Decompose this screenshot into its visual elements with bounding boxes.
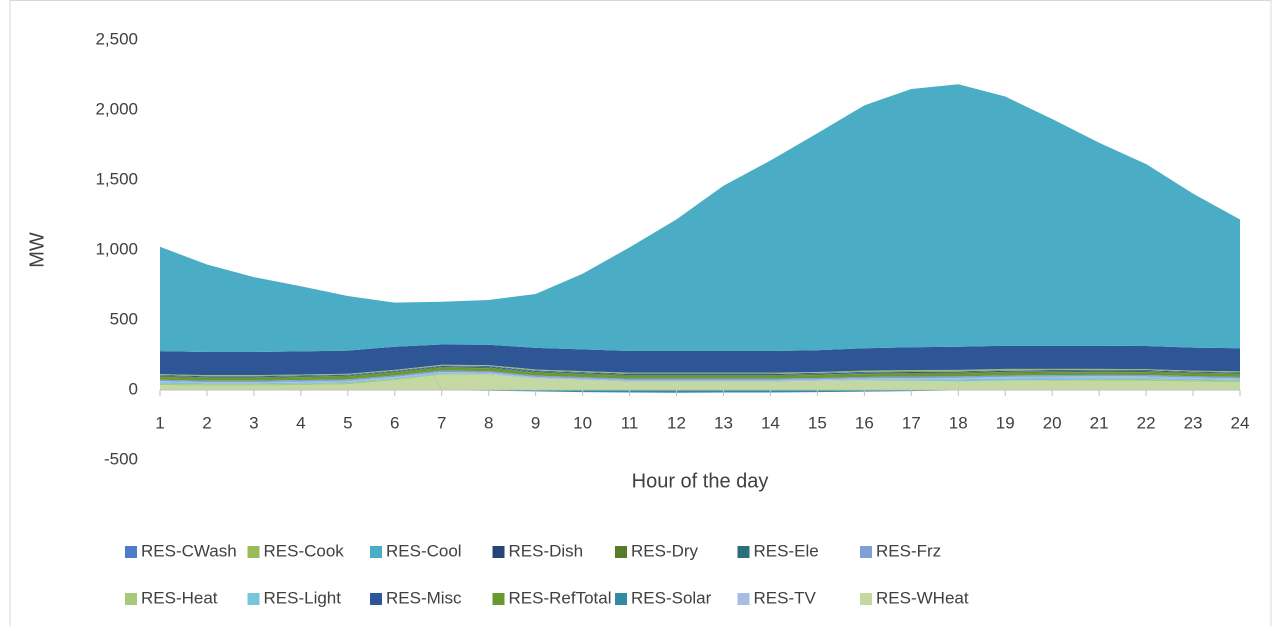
legend-label: RES-CWash bbox=[141, 541, 237, 560]
x-tick-label: 6 bbox=[390, 413, 399, 432]
legend-swatch bbox=[492, 593, 505, 605]
legend-swatch bbox=[615, 593, 627, 605]
x-tick-label: 22 bbox=[1137, 413, 1156, 432]
x-tick-label: 4 bbox=[296, 413, 305, 432]
x-tick-label: 8 bbox=[484, 413, 493, 432]
x-tick-label: 9 bbox=[531, 413, 540, 432]
legend-swatch bbox=[125, 546, 137, 558]
y-tick-label: -500 bbox=[104, 449, 138, 468]
legend-swatch bbox=[737, 593, 750, 605]
x-tick-label: 14 bbox=[761, 413, 780, 432]
x-tick-label: 3 bbox=[249, 413, 258, 432]
x-axis-title: Hour of the day bbox=[632, 470, 769, 492]
legend-swatch bbox=[492, 546, 505, 558]
y-tick-label: 1,500 bbox=[95, 169, 138, 188]
x-tick-label: 13 bbox=[714, 413, 733, 432]
legend-swatch bbox=[247, 593, 260, 605]
legend-label: RES-Frz bbox=[876, 541, 941, 560]
x-tick-label: 15 bbox=[808, 413, 827, 432]
area bbox=[160, 373, 1240, 386]
legend-label: RES-Light bbox=[264, 588, 342, 607]
legend-swatch bbox=[860, 546, 872, 558]
x-tick-label: 16 bbox=[855, 413, 874, 432]
legend-label: RES-TV bbox=[754, 588, 817, 607]
area bbox=[160, 366, 1240, 378]
legend-label: RES-Cool bbox=[386, 541, 462, 560]
legend-swatch bbox=[247, 546, 260, 558]
x-tick-label: 12 bbox=[667, 413, 686, 432]
legend-label: RES-WHeat bbox=[876, 588, 969, 607]
legend-swatch bbox=[615, 546, 627, 558]
x-tick-label: 20 bbox=[1043, 413, 1062, 432]
area bbox=[160, 366, 1240, 377]
legend-swatch bbox=[370, 546, 382, 558]
x-tick-label: 17 bbox=[902, 413, 921, 432]
legend-swatch bbox=[125, 593, 137, 605]
x-tick-label: 21 bbox=[1090, 413, 1109, 432]
x-tick-label: 11 bbox=[621, 413, 639, 432]
x-tick-label: 18 bbox=[949, 413, 968, 432]
x-tick-label: 24 bbox=[1231, 413, 1250, 432]
y-tick-label: 2,500 bbox=[95, 29, 138, 48]
legend-label: RES-RefTotal bbox=[509, 588, 612, 607]
area bbox=[160, 371, 1240, 384]
legend-label: RES-Dish bbox=[509, 541, 584, 560]
area bbox=[160, 84, 1240, 353]
area bbox=[160, 367, 1240, 378]
x-tick-label: 5 bbox=[343, 413, 352, 432]
area bbox=[160, 373, 1240, 385]
y-tick-label: 0 bbox=[129, 379, 138, 398]
x-tick-label: 19 bbox=[996, 413, 1015, 432]
y-tick-label: 1,000 bbox=[95, 239, 138, 258]
legend-swatch bbox=[860, 593, 872, 605]
x-tick-label: 10 bbox=[573, 413, 592, 432]
area bbox=[160, 344, 1240, 376]
area bbox=[160, 374, 1240, 390]
area bbox=[160, 367, 1240, 381]
y-axis-title: MW bbox=[26, 232, 48, 268]
x-tick-label: 2 bbox=[202, 413, 211, 432]
x-tick-label: 1 bbox=[155, 413, 164, 432]
area bbox=[160, 370, 1240, 383]
x-tick-label: 7 bbox=[437, 413, 446, 432]
legend-swatch bbox=[737, 546, 750, 558]
x-tick-label: 23 bbox=[1184, 413, 1203, 432]
legend-label: RES-Misc bbox=[386, 588, 462, 607]
legend-label: RES-Dry bbox=[631, 541, 699, 560]
legend-label: RES-Heat bbox=[141, 588, 218, 607]
legend-swatch bbox=[370, 593, 382, 605]
legend-label: RES-Ele bbox=[754, 541, 819, 560]
y-tick-label: 2,000 bbox=[95, 99, 138, 118]
legend-label: RES-Solar bbox=[631, 588, 712, 607]
y-tick-label: 500 bbox=[110, 309, 138, 328]
legend-label: RES-Cook bbox=[264, 541, 345, 560]
